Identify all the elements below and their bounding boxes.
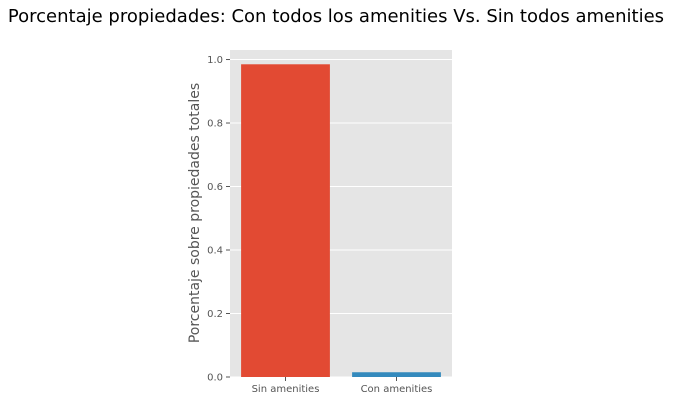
bar-sin-amenities	[241, 64, 330, 377]
y-axis-label: Porcentaje sobre propiedades totales	[187, 83, 203, 343]
chart-title: Porcentaje propiedades: Con todos los am…	[8, 6, 664, 27]
y-tick-label: 0.0	[207, 373, 223, 384]
bars-group	[241, 64, 441, 377]
x-tick-label: Sin amenities	[252, 384, 320, 395]
bar-con-amenities	[352, 372, 441, 377]
y-tick-label: 0.8	[207, 119, 223, 130]
y-axis-ticks: 0.0 0.2 0.4 0.6 0.8 1.0	[207, 55, 230, 384]
x-axis-ticks: Sin amenities Con amenities	[252, 377, 433, 395]
y-tick-label: 0.4	[207, 246, 223, 257]
y-tick-label: 0.2	[207, 309, 223, 320]
x-tick-label: Con amenities	[361, 384, 433, 395]
y-tick-label: 0.6	[207, 182, 223, 193]
y-tick-label: 1.0	[207, 55, 223, 66]
